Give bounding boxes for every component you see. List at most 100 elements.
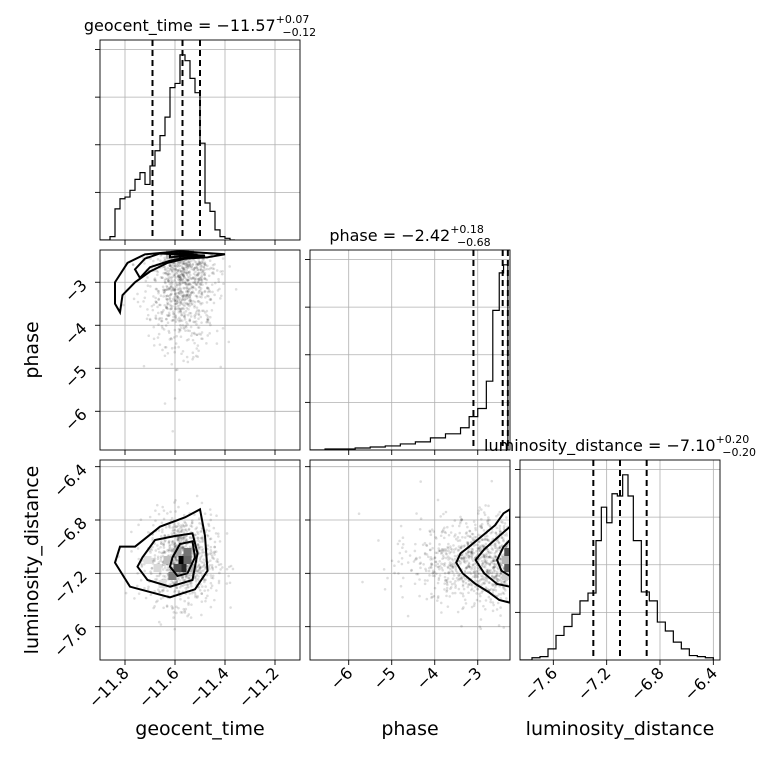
sample-point — [415, 557, 418, 561]
sample-point — [161, 551, 165, 555]
sample-point — [173, 627, 177, 631]
sample-point — [177, 524, 180, 528]
sample-point — [202, 309, 205, 313]
sample-point — [196, 530, 199, 534]
sample-point — [201, 565, 205, 568]
sample-point — [465, 551, 468, 555]
sample-point — [156, 588, 160, 591]
sample-point — [168, 267, 172, 271]
sample-point — [182, 293, 186, 297]
sample-point — [196, 326, 200, 329]
sample-point — [493, 542, 497, 546]
sample-point — [446, 566, 450, 570]
sample-point — [217, 563, 221, 567]
sample-point — [211, 576, 215, 580]
sample-point — [445, 588, 449, 592]
sample-point — [187, 264, 190, 268]
sample-point — [495, 549, 498, 553]
sample-point — [183, 599, 186, 603]
sample-point — [486, 547, 489, 551]
sample-point — [219, 297, 222, 300]
sample-point — [175, 579, 179, 583]
sample-point — [440, 611, 443, 614]
sample-point — [211, 556, 214, 560]
sample-point — [431, 595, 434, 599]
sample-point — [480, 538, 483, 542]
sample-points — [357, 479, 510, 631]
sample-point — [209, 298, 213, 302]
sample-point — [198, 571, 201, 575]
sample-point — [185, 266, 189, 270]
sample-point — [194, 277, 198, 280]
sample-point — [453, 591, 457, 595]
sample-point — [156, 544, 159, 547]
sample-point — [199, 283, 203, 287]
sample-point — [488, 550, 491, 554]
sample-point — [217, 535, 220, 538]
sample-point — [207, 289, 211, 292]
sample-point — [199, 282, 202, 285]
sample-point — [430, 562, 433, 566]
sample-point — [184, 576, 188, 579]
sample-point — [185, 306, 189, 310]
sample-point — [175, 558, 179, 562]
sample-point — [193, 260, 197, 263]
sample-point — [194, 533, 197, 537]
sample-point — [484, 561, 488, 565]
sample-point — [460, 576, 464, 580]
sample-point — [170, 292, 173, 296]
sample-point — [169, 337, 173, 340]
sample-point — [493, 559, 496, 563]
sample-point — [177, 378, 181, 382]
sample-point — [481, 561, 485, 565]
sample-point — [419, 517, 423, 521]
sample-point — [162, 543, 166, 546]
sample-point — [195, 273, 199, 276]
sample-point — [184, 521, 187, 525]
sample-point — [438, 567, 441, 571]
sample-point — [494, 589, 498, 592]
sample-point — [398, 551, 402, 555]
sample-point — [182, 270, 185, 274]
sample-point — [157, 297, 161, 301]
sample-point — [173, 307, 177, 311]
sample-point — [158, 590, 162, 594]
sample-point — [475, 549, 478, 553]
sample-point — [205, 342, 208, 345]
sample-point — [414, 542, 417, 546]
sample-point — [181, 262, 184, 265]
sample-point — [460, 544, 464, 548]
gridlines — [100, 250, 300, 450]
sample-point — [190, 331, 194, 335]
sample-point — [469, 550, 473, 553]
sample-point — [187, 260, 190, 263]
sample-point — [171, 541, 174, 544]
sample-point — [483, 579, 486, 582]
sample-point — [446, 583, 449, 587]
sample-point — [221, 566, 224, 569]
sample-point — [439, 552, 443, 555]
sample-point — [156, 289, 160, 293]
sample-point — [377, 539, 380, 542]
sample-point — [464, 602, 468, 605]
sample-point — [454, 537, 458, 541]
sample-point — [219, 365, 223, 369]
sample-point — [144, 596, 148, 600]
sample-point — [172, 267, 176, 271]
sample-point — [162, 328, 166, 331]
sample-point — [462, 560, 466, 564]
sample-point — [187, 613, 191, 616]
sample-point — [185, 297, 188, 301]
sample-point — [188, 304, 191, 308]
sample-point — [476, 569, 479, 573]
sample-point — [495, 608, 499, 611]
sample-point — [421, 543, 425, 547]
sample-point — [153, 605, 156, 608]
sample-point — [433, 574, 436, 578]
sample-point — [169, 264, 172, 268]
sample-point — [204, 263, 207, 267]
xlabel-phase: phase — [381, 718, 438, 740]
sample-point — [436, 562, 440, 566]
sample-point — [221, 257, 225, 260]
sample-point — [179, 335, 183, 339]
